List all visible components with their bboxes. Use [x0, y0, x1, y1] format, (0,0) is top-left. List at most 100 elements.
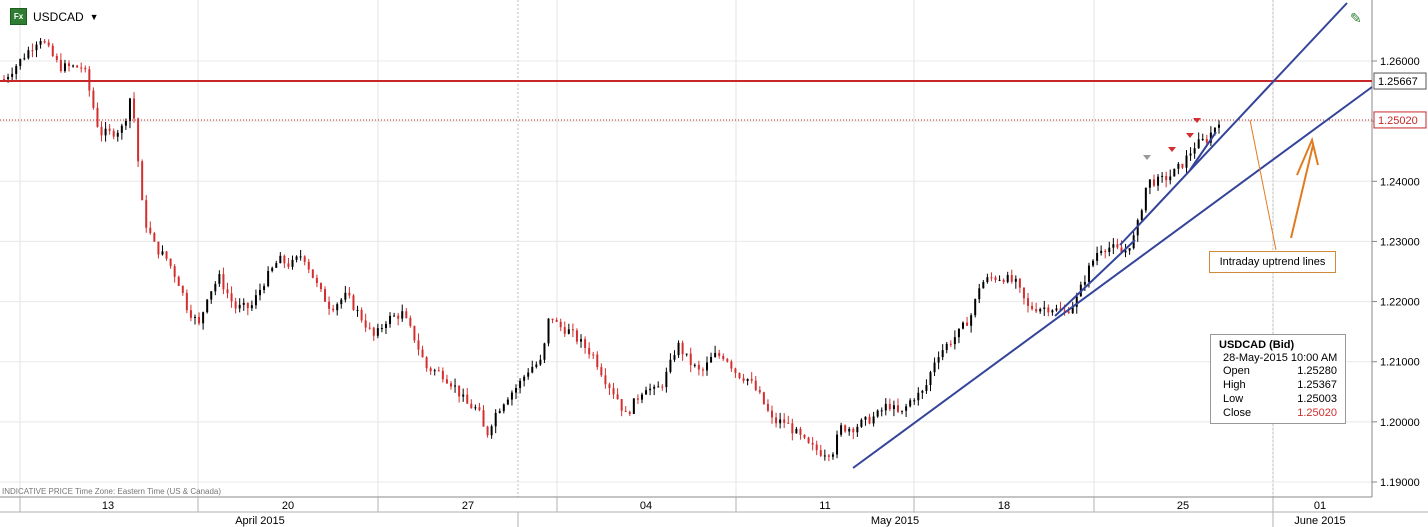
candle-body	[202, 312, 205, 324]
symbol-selector[interactable]: Fx USDCAD ▼	[10, 8, 99, 25]
y-tick-label-5: 1.24000	[1380, 176, 1420, 188]
candle-body	[437, 370, 440, 372]
candle-body	[389, 315, 392, 324]
x-tick-label-1: 20	[282, 500, 294, 512]
candle-body	[982, 281, 985, 289]
level-tag-0	[1373, 72, 1427, 90]
candle-body	[563, 327, 566, 334]
candle-body	[1047, 307, 1050, 313]
candle-body	[616, 394, 619, 400]
candle-body	[612, 388, 615, 395]
candle-body	[449, 383, 452, 387]
candle-body	[246, 302, 249, 309]
candle-body	[750, 379, 753, 381]
candle-body	[1124, 250, 1127, 253]
candle-body	[124, 121, 127, 126]
candle-body	[63, 63, 66, 72]
chevron-down-icon[interactable]: ▼	[89, 11, 99, 22]
candle-body	[949, 343, 952, 345]
candle-body	[295, 256, 298, 260]
candle-body	[1071, 306, 1074, 314]
candle-body	[1181, 163, 1184, 168]
candle-body	[267, 270, 270, 287]
candle-body	[669, 359, 672, 372]
level-tag-1	[1373, 111, 1427, 129]
candle-body	[771, 410, 774, 418]
candle-body	[173, 266, 176, 277]
ohlc-title: USDCAD (Bid)	[1219, 339, 1295, 351]
candle-body	[844, 425, 847, 432]
candle-body	[108, 128, 111, 131]
candle-body	[596, 354, 599, 368]
candle-body	[531, 366, 534, 373]
candle-body	[120, 125, 123, 133]
candle-body	[1209, 132, 1212, 143]
candle-body	[502, 404, 505, 412]
candle-body	[994, 277, 997, 281]
candle-body	[1063, 310, 1066, 312]
candle-body	[275, 263, 278, 268]
candle-body	[445, 379, 448, 384]
candle-body	[104, 128, 107, 136]
candle-body	[685, 353, 688, 355]
candle-body	[145, 200, 148, 228]
candle-body	[1043, 307, 1046, 310]
candle-body	[990, 277, 993, 279]
candle-body	[852, 428, 855, 433]
candle-body	[1128, 248, 1131, 251]
candle-body	[230, 293, 233, 302]
pencil-icon[interactable]: ✎	[1350, 10, 1362, 26]
annotation-pointer	[1249, 119, 1277, 251]
candle-body	[165, 251, 168, 259]
symbol-label: USDCAD	[33, 9, 84, 24]
candle-body	[96, 107, 99, 127]
candle-body	[543, 343, 546, 360]
candle-body	[628, 411, 631, 414]
candle-body	[856, 426, 859, 433]
candle-body	[198, 316, 201, 324]
candle-body	[1148, 179, 1151, 188]
ohlc-low-row: Low 1.25003	[1211, 392, 1345, 406]
candle-body	[970, 315, 973, 326]
candle-body	[482, 410, 485, 427]
candle-body	[128, 98, 131, 122]
candle-body	[287, 263, 290, 267]
candle-body	[766, 403, 769, 411]
candle-body	[1022, 287, 1025, 299]
candle-body	[905, 406, 908, 411]
candle-body	[1108, 247, 1111, 253]
candle-body	[986, 277, 989, 282]
candle-body	[653, 386, 656, 389]
annotation-arrow	[1290, 144, 1314, 239]
candle-body	[1039, 309, 1042, 312]
candle-body	[59, 59, 62, 72]
candle-body	[961, 322, 964, 329]
candle-body	[746, 379, 749, 381]
candle-body	[311, 269, 314, 278]
candle-body	[112, 130, 115, 137]
x-tick-label-4: 11	[819, 500, 830, 512]
x-tick-label-5: 18	[998, 500, 1010, 512]
candle-body	[559, 321, 562, 328]
candle-body	[592, 354, 595, 356]
candle-body	[421, 349, 424, 358]
ohlc-low-label: Low	[1223, 393, 1244, 405]
y-tick-label-3: 1.22000	[1380, 297, 1420, 309]
candle-body	[714, 352, 717, 357]
candle-body	[527, 372, 530, 377]
candle-body	[575, 330, 578, 342]
candle-body	[1027, 298, 1030, 306]
candle-body	[1002, 279, 1005, 283]
plot-area	[0, 0, 1372, 497]
candle-body	[238, 304, 241, 309]
candle-body	[588, 347, 591, 355]
candle-body	[206, 299, 209, 313]
candle-body	[368, 327, 371, 329]
candle-body	[1006, 274, 1009, 283]
candle-body	[84, 67, 87, 70]
candle-body	[978, 288, 981, 300]
candle-body	[185, 292, 188, 311]
trendline-upper	[1119, 2, 1348, 246]
ohlc-tooltip: USDCAD (Bid) 28-May-2015 10:00 AM Open 1…	[1210, 334, 1346, 424]
